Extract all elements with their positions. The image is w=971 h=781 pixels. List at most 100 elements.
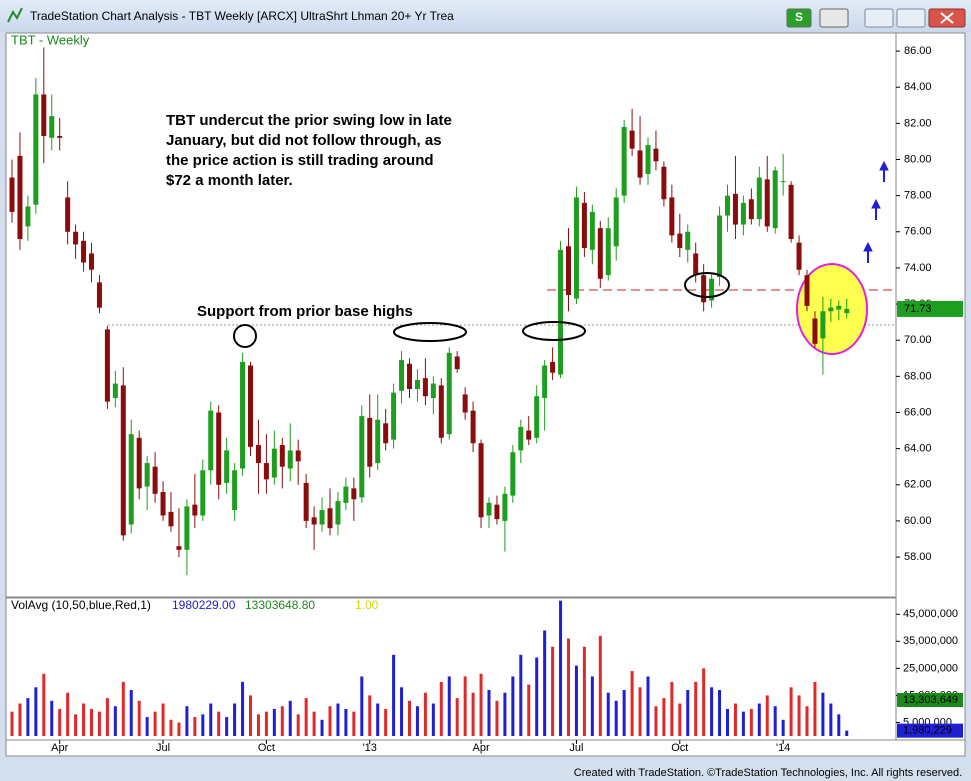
- volume-bar: [487, 690, 491, 736]
- candle-body: [804, 275, 810, 306]
- candle-body: [351, 488, 357, 500]
- candle-body: [367, 417, 373, 467]
- candle-body: [462, 394, 468, 413]
- volume-tick-label: 35,000,000: [903, 635, 958, 647]
- window-title: TradeStation Chart Analysis - TBT Weekly…: [30, 9, 454, 23]
- volume-bar: [129, 690, 133, 736]
- circle-annotation: [684, 272, 730, 298]
- volume-bar: [392, 654, 396, 736]
- menu-button[interactable]: [819, 8, 849, 28]
- candle-body: [725, 195, 730, 216]
- volume-bar: [805, 706, 809, 736]
- candle-body: [621, 126, 627, 196]
- candle-body: [486, 502, 492, 516]
- volume-bar: [829, 703, 833, 736]
- candle-body: [192, 504, 198, 516]
- indicator-value: 1.00: [355, 598, 379, 612]
- volume-bar: [718, 690, 722, 736]
- volume-bar: [495, 700, 499, 736]
- volume-bar: [256, 714, 260, 736]
- volume-bar: [646, 676, 650, 736]
- candle-body: [581, 202, 587, 249]
- candle-body: [844, 308, 850, 314]
- close-icon: [940, 12, 954, 24]
- volume-bar: [145, 717, 149, 736]
- candle-body: [49, 116, 55, 138]
- last-price-box: [897, 300, 963, 317]
- volume-bar: [789, 687, 793, 736]
- volume-bar: [710, 687, 714, 736]
- volume-bar: [567, 638, 570, 736]
- candle-body: [295, 450, 301, 462]
- volume-bar: [797, 695, 801, 736]
- y-tick-label: 62.00: [904, 479, 932, 491]
- candle-body: [176, 546, 182, 550]
- candle-body: [41, 94, 47, 137]
- candle-body: [136, 437, 142, 489]
- volume-bar: [662, 698, 666, 736]
- candle-body: [454, 356, 460, 370]
- candle-body: [81, 240, 87, 263]
- candle-body: [693, 253, 699, 276]
- circle-annotation: [393, 322, 467, 342]
- candle-body: [303, 482, 309, 521]
- candle-body: [65, 197, 71, 232]
- candle-body: [311, 517, 317, 525]
- annotation: Support from prior base highs: [197, 303, 413, 320]
- volume-bar: [415, 706, 419, 736]
- candle-body: [597, 228, 603, 279]
- volume-bar: [241, 681, 245, 736]
- arrow-head: [871, 198, 881, 209]
- candle-body: [558, 249, 564, 375]
- volume-bar: [765, 695, 769, 736]
- candle-body: [717, 215, 723, 277]
- x-tick-label: Apr: [472, 742, 489, 754]
- volume-bar: [590, 676, 594, 736]
- candle-body: [494, 504, 500, 520]
- candle-body: [820, 311, 826, 339]
- volume-bar: [225, 717, 229, 736]
- volume-bar: [90, 708, 93, 736]
- candle-body: [232, 470, 238, 511]
- maximize-button[interactable]: [896, 8, 926, 28]
- candle-body: [526, 430, 532, 440]
- candle-body: [510, 452, 516, 496]
- y-tick-label: 76.00: [904, 226, 932, 238]
- candle-body: [17, 155, 23, 240]
- volume-bar: [638, 687, 642, 736]
- candle-body: [144, 463, 150, 487]
- candle-body: [73, 231, 79, 245]
- candle-body: [240, 361, 246, 469]
- minimize-button[interactable]: [864, 8, 894, 28]
- volume-bar: [702, 668, 706, 736]
- candle-body: [573, 197, 579, 299]
- volume-bar: [82, 703, 86, 736]
- y-tick-label: 86.00: [904, 45, 932, 57]
- volume-bar: [336, 703, 340, 736]
- candle-body: [788, 184, 794, 240]
- candle-body: [653, 148, 659, 162]
- volume-bar: [121, 681, 125, 736]
- indicator-axis-box: [897, 693, 963, 708]
- volume-bar: [249, 695, 252, 736]
- candle-body: [25, 206, 31, 227]
- volume-bar: [42, 673, 46, 736]
- candle-body: [33, 94, 39, 205]
- volume-bar: [97, 711, 101, 736]
- x-tick-label: Oct: [258, 742, 275, 754]
- candle-body: [566, 246, 571, 296]
- volume-bar: [423, 692, 427, 736]
- volume-bar: [280, 706, 284, 736]
- volume-bar: [296, 714, 300, 736]
- volume-bar: [209, 703, 213, 736]
- candle-body: [796, 242, 802, 270]
- y-tick-label: 68.00: [904, 370, 932, 382]
- chart-title: TBT - Weekly: [11, 32, 90, 47]
- y-tick-label: 70.00: [904, 334, 932, 346]
- volume-bar: [606, 692, 610, 736]
- strategy-button[interactable]: [786, 8, 812, 28]
- candle-body: [287, 450, 293, 469]
- candle-body: [335, 501, 341, 525]
